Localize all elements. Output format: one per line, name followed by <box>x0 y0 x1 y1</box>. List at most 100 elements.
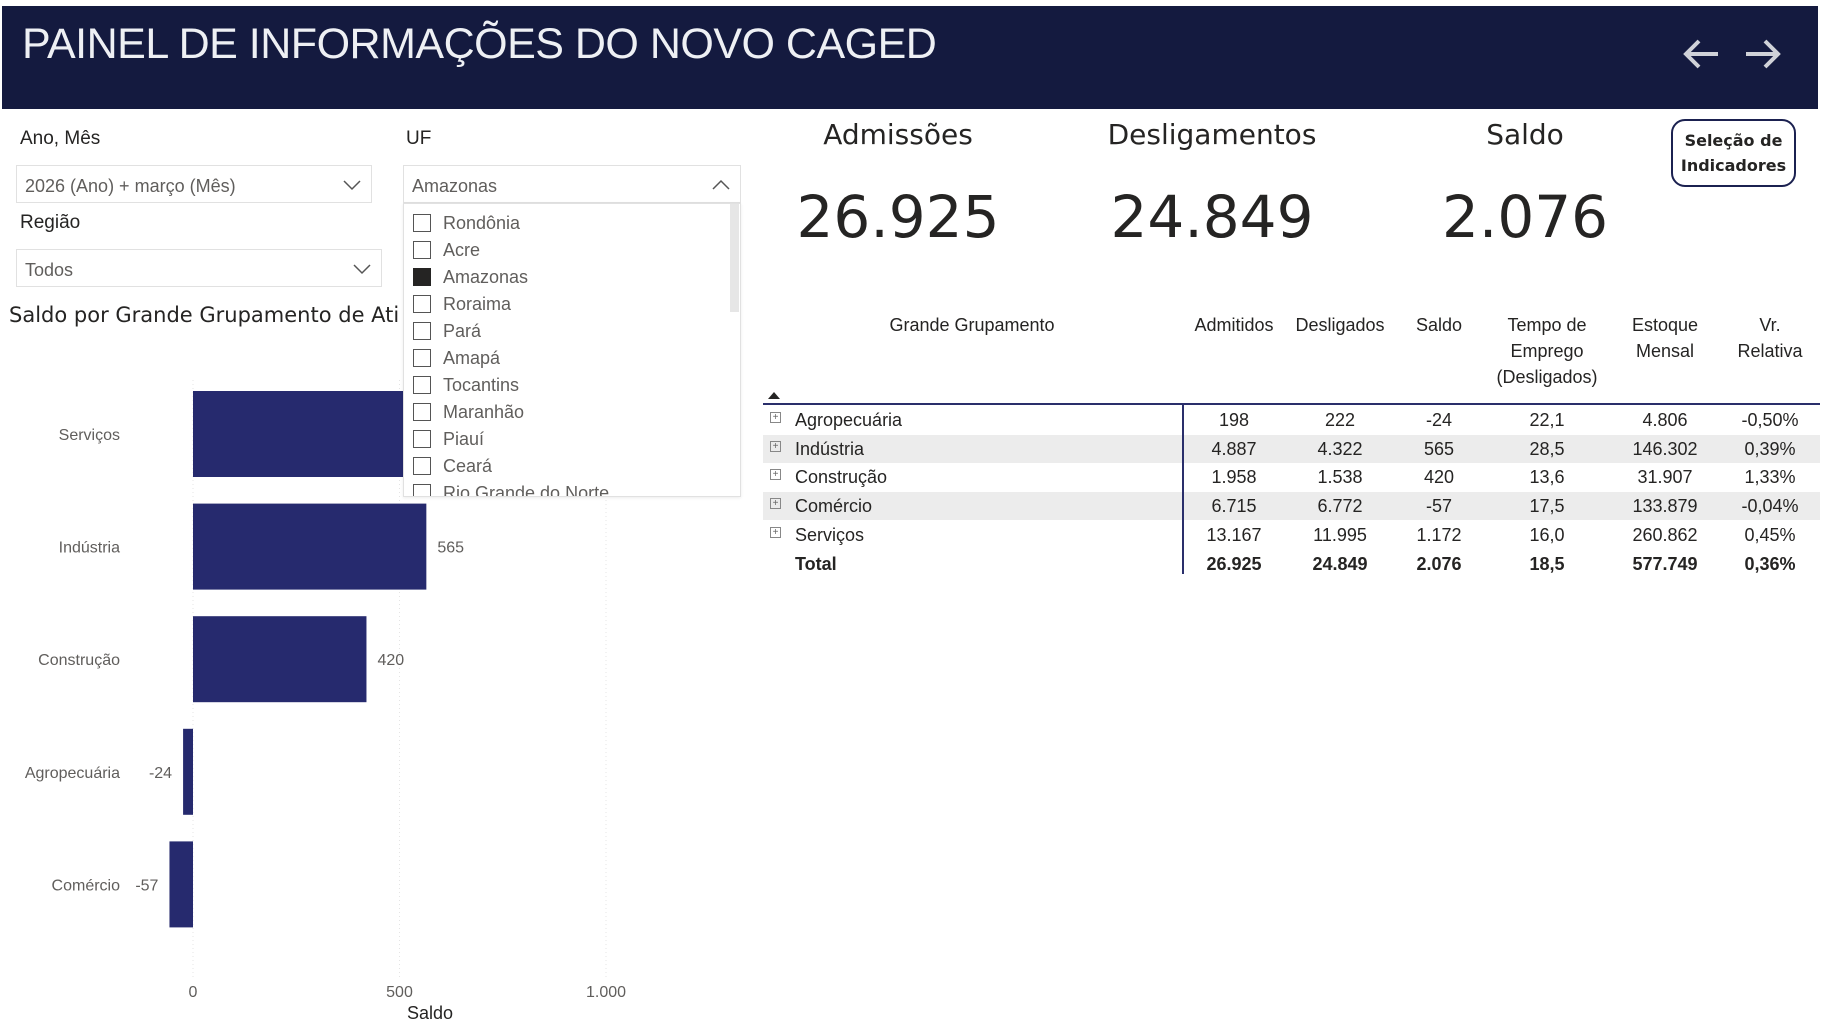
table-cell: 133.879 <box>1632 496 1698 517</box>
column-header-line: Vr. <box>1759 315 1781 335</box>
kpi-value: 26.925 <box>796 183 1000 251</box>
uf-option[interactable]: Pará <box>413 318 481 344</box>
uf-option-label: Amazonas <box>443 266 529 287</box>
checkbox[interactable] <box>413 484 431 496</box>
value-label: 420 <box>377 652 404 669</box>
column-header-line: Estoque <box>1631 315 1699 335</box>
table-cell: 222 <box>1324 410 1356 430</box>
column-header-line: Desligados <box>1295 315 1385 335</box>
bar[interactable] <box>193 616 367 703</box>
column-header-line: (Desligados) <box>1496 367 1598 387</box>
arrow-right-icon[interactable] <box>1738 30 1786 78</box>
table-row[interactable]: + Serviços 13.167 11.995 1.172 16,0 260.862 0,4… <box>763 521 1820 549</box>
checkbox[interactable] <box>413 430 431 448</box>
checkbox[interactable] <box>413 376 431 394</box>
category-label: Indústria <box>59 540 120 557</box>
uf-option[interactable]: Roraima <box>413 291 511 317</box>
column-header[interactable]: Vr. Relativa <box>1737 312 1802 364</box>
arrow-left-icon[interactable] <box>1678 30 1726 78</box>
checkbox[interactable] <box>413 268 431 286</box>
uf-options-list[interactable]: Rondônia Acre Amazonas Roraima Pará Amapá Toca… <box>403 203 741 497</box>
table-cell: 1.538 <box>1317 467 1363 488</box>
checkbox[interactable] <box>413 322 431 340</box>
column-header[interactable]: Tempo de Emprego (Desligados) <box>1496 312 1597 390</box>
uf-option[interactable]: Maranhão <box>413 399 524 425</box>
scrollbar[interactable] <box>730 204 739 312</box>
table-cell: 1,33% <box>1744 467 1796 488</box>
uf-option[interactable]: Tocantins <box>413 372 519 398</box>
expand-icon[interactable]: + <box>770 412 781 423</box>
column-header[interactable]: Desligados <box>1295 312 1384 338</box>
table-cell: 0,45% <box>1744 524 1796 545</box>
column-header[interactable]: Estoque Mensal <box>1632 312 1698 364</box>
table-cell: 577.749 <box>1632 553 1698 574</box>
uf-option-label: Rio Grande do Norte <box>443 482 610 497</box>
table-cell: 0,39% <box>1744 438 1796 459</box>
expand-icon[interactable]: + <box>770 498 781 510</box>
table-cell: 1.958 <box>1211 467 1257 488</box>
sort-ascending-icon[interactable] <box>768 391 780 400</box>
column-header[interactable]: Saldo <box>1416 312 1462 338</box>
x-tick-label: 500 <box>386 984 413 1001</box>
column-header-line: Grande Grupamento <box>889 315 1055 335</box>
kpi-title: Saldo <box>1486 118 1564 151</box>
chevron-up-icon <box>712 179 730 190</box>
uf-option-label: Maranhão <box>443 401 525 422</box>
table-cell: 0,36% <box>1744 553 1796 574</box>
checkbox[interactable] <box>413 295 431 313</box>
uf-option[interactable]: Amapá <box>413 345 500 371</box>
uf-option[interactable]: Amazonas <box>413 264 528 290</box>
table-cell: 18,5 <box>1529 553 1565 574</box>
uf-option[interactable]: Rondônia <box>413 210 520 236</box>
category-label: Agropecuária <box>25 765 120 782</box>
column-header-line: Relativa <box>1737 341 1803 361</box>
expand-icon[interactable]: + <box>770 526 781 538</box>
bar[interactable] <box>183 728 193 815</box>
table-cell: 28,5 <box>1529 438 1565 459</box>
uf-option[interactable]: Acre <box>413 237 480 263</box>
category-label: Serviços <box>59 427 120 444</box>
value-label: -24 <box>149 765 172 782</box>
table-row[interactable]: + Construção 1.958 1.538 420 13,6 31.907 1,33% <box>763 463 1820 491</box>
column-header[interactable]: Grande Grupamento <box>889 312 1054 338</box>
kpi-value: 2.076 <box>1441 183 1609 251</box>
page-title: PAINEL DE INFORMAÇÕES DO NOVO CAGED <box>22 20 937 68</box>
header-bar <box>2 6 1818 109</box>
ano-mes-dropdown[interactable]: 2026 (Ano) + março (Mês) <box>16 165 372 203</box>
expand-icon[interactable]: + <box>770 469 781 481</box>
column-header-line: Tempo de <box>1507 315 1587 335</box>
table-cell: 260.862 <box>1632 524 1698 545</box>
uf-option[interactable]: Ceará <box>413 453 492 479</box>
uf-option[interactable]: Rio Grande do Norte <box>413 480 610 497</box>
checkbox[interactable] <box>413 214 431 232</box>
table-row[interactable]: + Agropecuária 198 222 -24 22,1 4.806 -0,50% <box>763 406 1820 434</box>
uf-dropdown[interactable]: Amazonas <box>403 165 741 203</box>
table-row[interactable]: + Indústria 4.887 4.322 565 28,5 146.302 0,39% <box>763 434 1820 463</box>
column-header[interactable]: Admitidos <box>1194 312 1273 338</box>
checkbox[interactable] <box>413 241 431 259</box>
table-row[interactable]: + Comércio 6.715 6.772 -57 17,5 133.879 -0,04% <box>763 492 1820 521</box>
uf-value: Amazonas <box>412 176 498 196</box>
chart-title: Saldo por Grande Grupamento de Ati <box>9 303 400 327</box>
kpi-title: Admissões <box>823 118 973 151</box>
value-label: 565 <box>437 540 464 557</box>
checkbox[interactable] <box>413 457 431 475</box>
regiao-dropdown[interactable]: Todos <box>16 249 382 287</box>
uf-option[interactable]: Piauí <box>413 426 484 452</box>
checkbox[interactable] <box>413 349 431 367</box>
button-line-2: Indicadores <box>1680 156 1787 175</box>
checkbox[interactable] <box>413 403 431 421</box>
cell-grupamento: Indústria <box>795 438 865 459</box>
bar[interactable] <box>169 841 193 928</box>
expand-icon[interactable]: + <box>770 440 781 452</box>
uf-option-label: Ceará <box>443 455 493 476</box>
chevron-down-icon <box>353 264 371 275</box>
bar[interactable] <box>193 503 427 590</box>
selecao-indicadores-button[interactable]: Seleção de Indicadores <box>1671 119 1796 187</box>
uf-option-label: Roraima <box>443 293 512 314</box>
table-cell: 4.806 <box>1642 410 1688 430</box>
table-cell: 2.076 <box>1416 553 1462 574</box>
uf-option-label: Piauí <box>443 428 485 449</box>
table-cell: 6.715 <box>1211 496 1257 517</box>
cell-grupamento: Construção <box>795 467 888 488</box>
